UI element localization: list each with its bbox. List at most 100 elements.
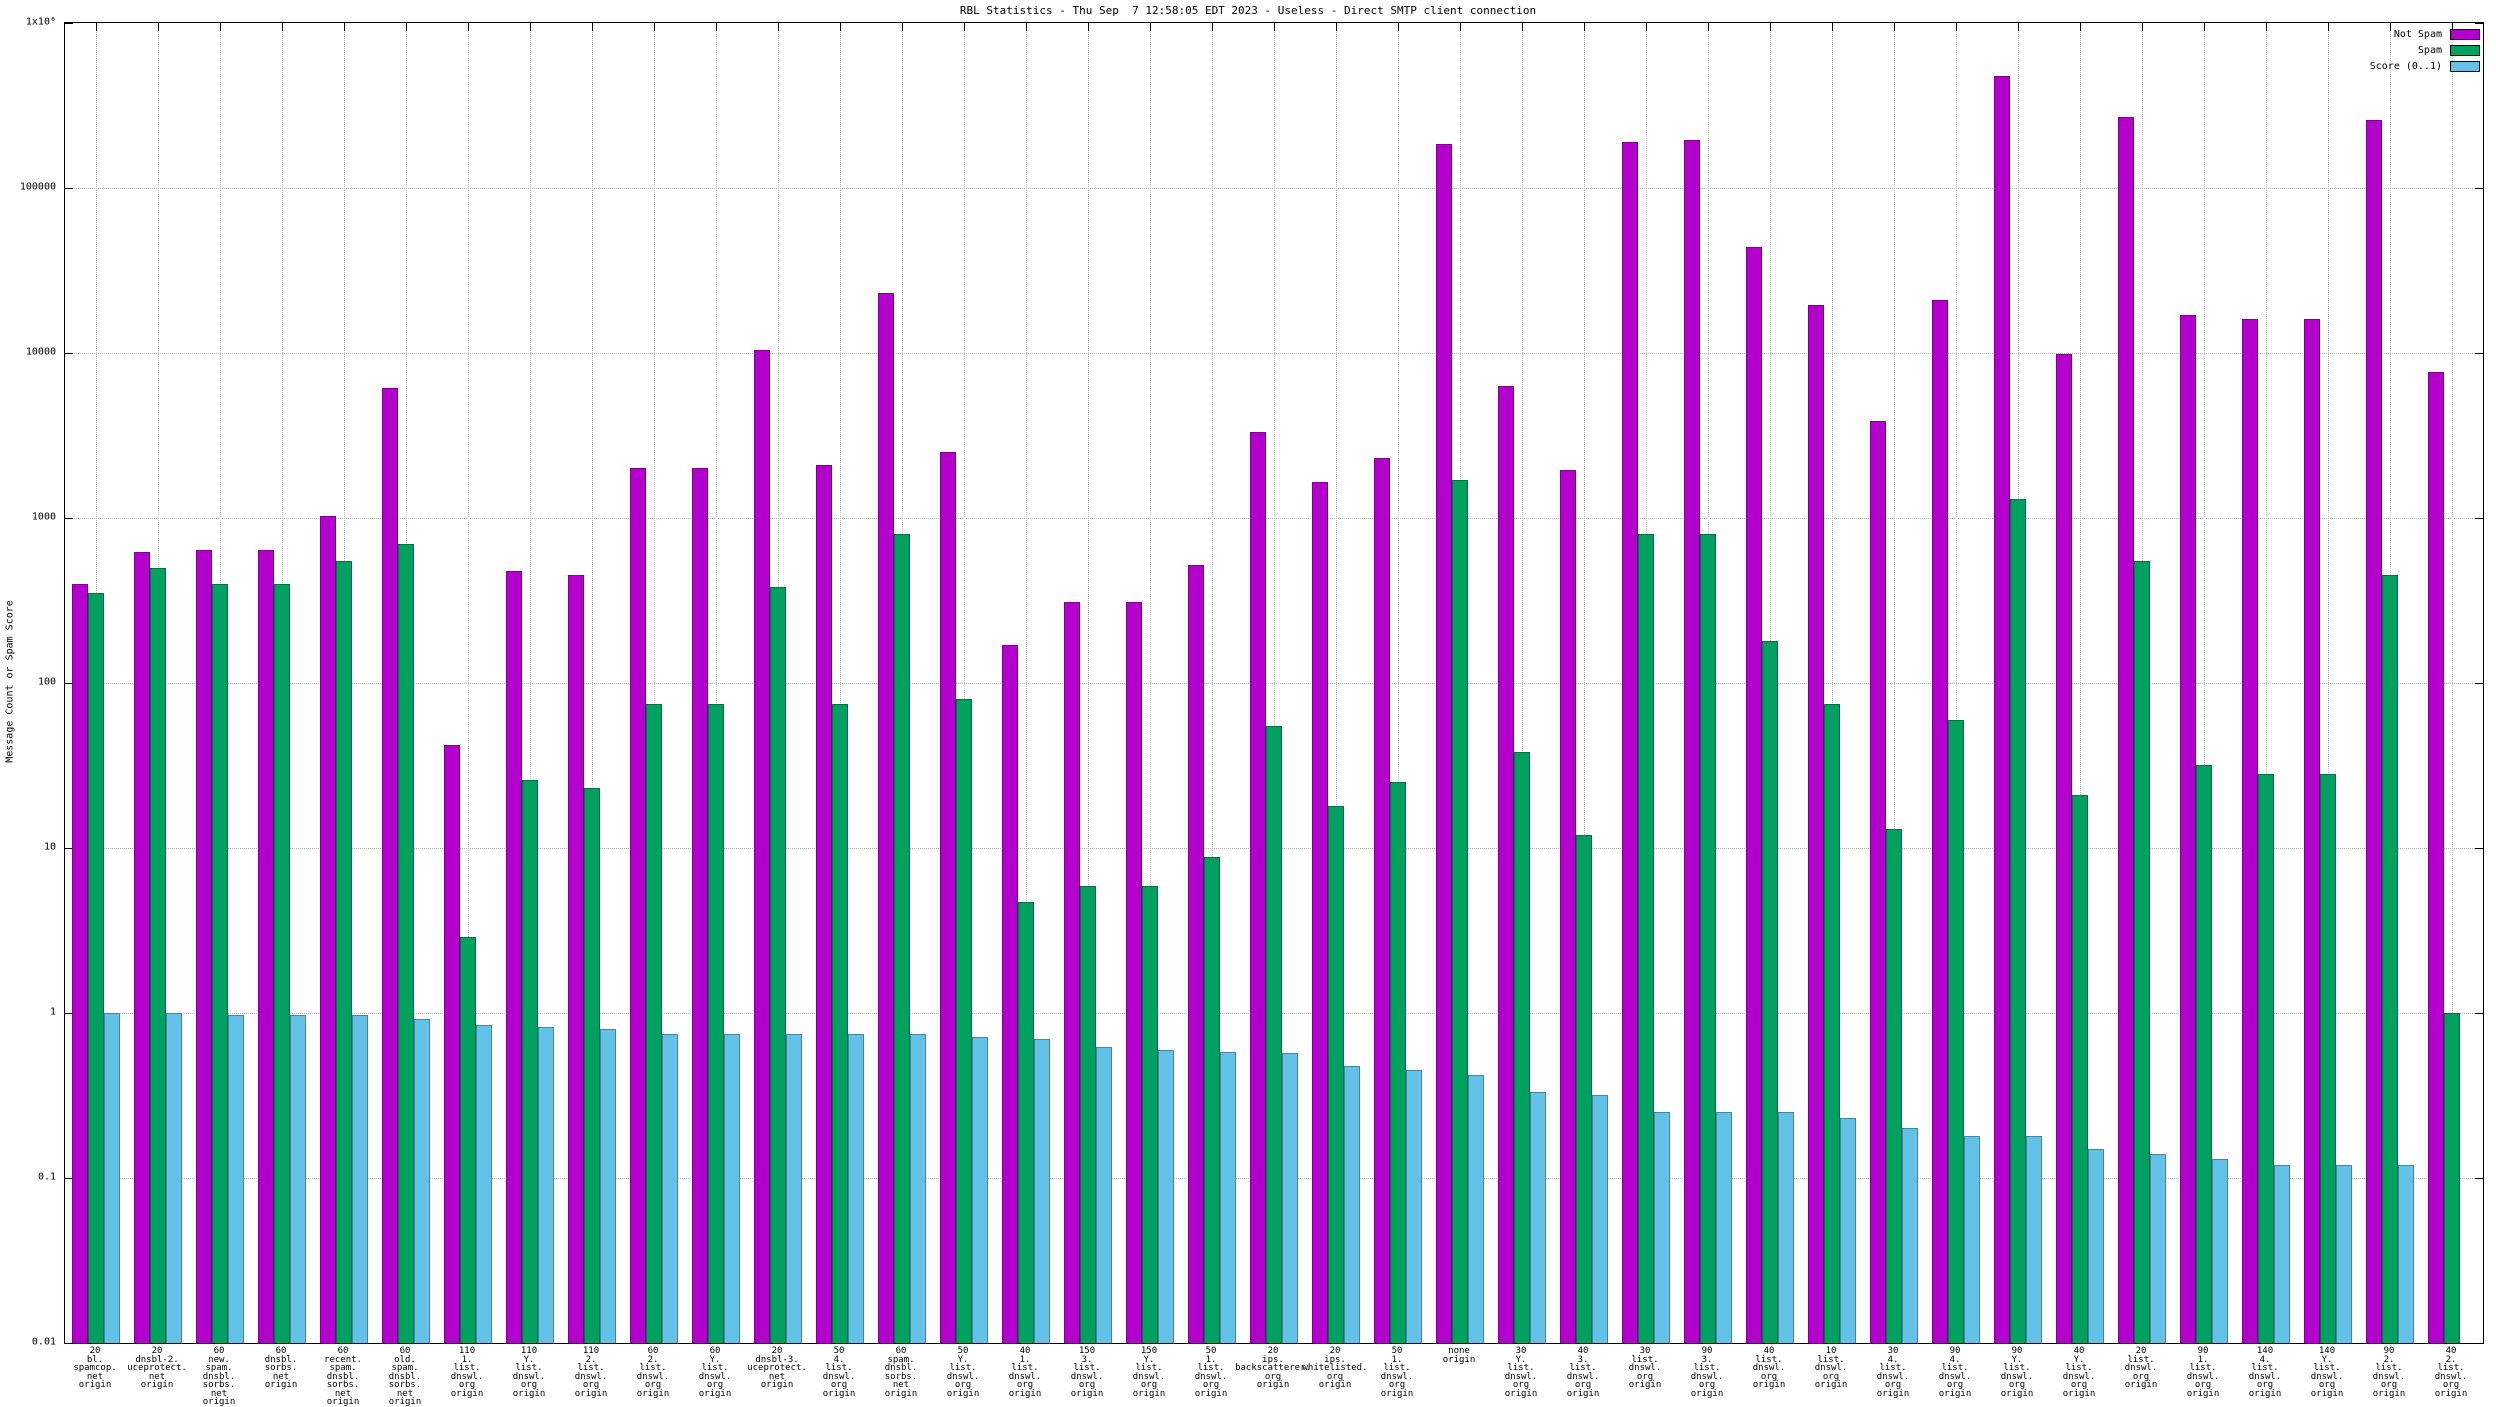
x-tick-label: 60 new. spam. dnsbl. sorbs. net origin bbox=[202, 1346, 236, 1407]
x-tick-mark bbox=[716, 23, 717, 31]
bar-not-spam bbox=[382, 388, 398, 1343]
x-gridline bbox=[654, 23, 655, 1343]
bar-not-spam bbox=[1250, 432, 1266, 1343]
x-tick-mark bbox=[1584, 23, 1585, 31]
legend-swatch-not-spam bbox=[2450, 28, 2480, 40]
bar-score-0-1 bbox=[2336, 1164, 2352, 1343]
bar-score-0-1 bbox=[724, 1033, 740, 1343]
bar-spam bbox=[584, 788, 600, 1343]
bar-not-spam bbox=[2242, 319, 2258, 1343]
x-gridline bbox=[1026, 23, 1027, 1343]
y-tick-mark bbox=[2475, 1178, 2483, 1179]
x-tick-mark bbox=[406, 23, 407, 31]
bar-score-0-1 bbox=[2150, 1153, 2166, 1343]
y-tick-label: 1x10⁶ bbox=[25, 16, 56, 28]
x-tick-label: 90 4. list. dnswl. org origin bbox=[1938, 1346, 1972, 1399]
bar-not-spam bbox=[692, 468, 708, 1343]
bar-score-0-1 bbox=[1716, 1112, 1732, 1343]
y-tick-mark bbox=[2475, 188, 2483, 189]
bar-spam bbox=[88, 593, 104, 1343]
bar-score-0-1 bbox=[352, 1015, 368, 1343]
bar-not-spam bbox=[940, 452, 956, 1343]
x-tick-label: 50 1. list. dnswl. org origin bbox=[1380, 1346, 1414, 1399]
y-tick-label: 1 bbox=[49, 1006, 56, 1018]
bar-spam bbox=[212, 583, 228, 1343]
bar-score-0-1 bbox=[476, 1024, 492, 1343]
x-tick-mark bbox=[964, 23, 965, 31]
x-gridline bbox=[1150, 23, 1151, 1343]
legend-item-not-spam: Not Spam bbox=[2370, 26, 2480, 42]
bar-spam bbox=[2134, 560, 2150, 1343]
bar-score-0-1 bbox=[1840, 1118, 1856, 1343]
x-tick-label: 40 list. dnswl. org origin bbox=[1752, 1346, 1786, 1390]
x-tick-label: 10 list. dnswl. org origin bbox=[1814, 1346, 1848, 1390]
bar-score-0-1 bbox=[1096, 1047, 1112, 1343]
bar-score-0-1 bbox=[1964, 1135, 1980, 1343]
bar-not-spam bbox=[1994, 75, 2010, 1343]
bar-score-0-1 bbox=[166, 1013, 182, 1343]
bar-not-spam bbox=[1002, 645, 1018, 1343]
bar-not-spam bbox=[1870, 420, 1886, 1343]
legend-label-spam: Spam bbox=[2417, 44, 2442, 56]
x-tick-mark bbox=[1832, 23, 1833, 31]
bar-not-spam bbox=[754, 349, 770, 1343]
bar-spam bbox=[1576, 834, 1592, 1343]
bar-spam bbox=[1018, 902, 1034, 1343]
x-gridline bbox=[1956, 23, 1957, 1343]
y-tick-mark bbox=[2475, 1013, 2483, 1014]
y-tick-label: 0.1 bbox=[37, 1171, 56, 1183]
bar-spam bbox=[1142, 885, 1158, 1343]
x-gridline bbox=[1336, 23, 1337, 1343]
x-gridline bbox=[2080, 23, 2081, 1343]
x-tick-mark bbox=[1274, 23, 1275, 31]
x-gridline bbox=[1274, 23, 1275, 1343]
x-tick-label: 50 1. list. dnswl. org origin bbox=[1194, 1346, 1228, 1399]
bar-score-0-1 bbox=[1406, 1070, 1422, 1343]
x-tick-mark bbox=[1088, 23, 1089, 31]
bar-score-0-1 bbox=[1158, 1049, 1174, 1343]
bar-score-0-1 bbox=[104, 1013, 120, 1343]
x-tick-mark bbox=[220, 23, 221, 31]
y-tick-mark bbox=[2475, 1343, 2483, 1344]
x-gridline bbox=[1398, 23, 1399, 1343]
x-tick-mark bbox=[1956, 23, 1957, 31]
x-tick-label: 60 spam. dnsbl. sorbs. net origin bbox=[884, 1346, 918, 1399]
y-tick-mark bbox=[65, 1343, 73, 1344]
bar-score-0-1 bbox=[2398, 1164, 2414, 1343]
bar-not-spam bbox=[2366, 119, 2382, 1343]
x-tick-mark bbox=[282, 23, 283, 31]
bar-spam bbox=[1948, 719, 1964, 1343]
bar-score-0-1 bbox=[1902, 1128, 1918, 1343]
x-tick-mark bbox=[654, 23, 655, 31]
bar-spam bbox=[1762, 640, 1778, 1343]
bar-spam bbox=[1700, 534, 1716, 1343]
bar-not-spam bbox=[1312, 482, 1328, 1343]
x-tick-label: 110 2. list. dnswl. org origin bbox=[574, 1346, 608, 1399]
bar-score-0-1 bbox=[1220, 1052, 1236, 1343]
bar-score-0-1 bbox=[2212, 1159, 2228, 1343]
x-tick-label: 40 Y. list. dnswl. org origin bbox=[2062, 1346, 2096, 1399]
bar-spam bbox=[770, 587, 786, 1343]
x-gridline bbox=[964, 23, 965, 1343]
bar-spam bbox=[460, 936, 476, 1343]
y-tick-label: 100000 bbox=[19, 181, 56, 193]
bar-not-spam bbox=[2304, 319, 2320, 1343]
bar-score-0-1 bbox=[1344, 1065, 1360, 1343]
legend: Not Spam Spam Score (0..1) bbox=[2370, 26, 2480, 74]
y-tick-mark bbox=[65, 188, 73, 189]
bar-not-spam bbox=[134, 552, 150, 1343]
bar-not-spam bbox=[816, 464, 832, 1343]
y-tick-label: 10000 bbox=[25, 346, 56, 358]
bar-not-spam bbox=[1188, 564, 1204, 1343]
x-gridline bbox=[2266, 23, 2267, 1343]
x-tick-label: 20 dnsbl-2. uceprotect. net origin bbox=[127, 1346, 187, 1390]
bar-spam bbox=[832, 703, 848, 1343]
x-tick-label: 90 2. list. dnswl. org origin bbox=[2372, 1346, 2406, 1399]
bar-not-spam bbox=[1808, 305, 1824, 1343]
bar-not-spam bbox=[258, 550, 274, 1343]
bar-not-spam bbox=[506, 570, 522, 1343]
x-tick-mark bbox=[2452, 23, 2453, 31]
x-tick-mark bbox=[2204, 23, 2205, 31]
x-tick-mark bbox=[2328, 23, 2329, 31]
y-tick-label: 10 bbox=[43, 841, 56, 853]
